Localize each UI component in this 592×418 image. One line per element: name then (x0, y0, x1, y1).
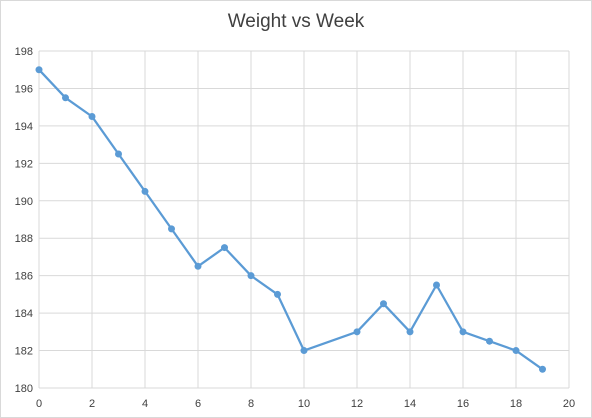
y-tick-label: 186 (15, 271, 33, 283)
x-tick-label: 16 (457, 398, 469, 410)
x-tick-label: 4 (142, 398, 148, 410)
x-tick-label: 10 (298, 398, 310, 410)
x-tick-label: 18 (510, 398, 522, 410)
data-point (539, 365, 546, 373)
chart-title: Weight vs Week (227, 11, 365, 32)
data-point (380, 300, 387, 308)
y-tick-label: 192 (15, 158, 33, 170)
series-line (38, 68, 544, 371)
data-point (300, 347, 308, 355)
data-point (247, 272, 255, 280)
x-tick-label: 8 (248, 398, 254, 410)
data-point (62, 94, 69, 102)
x-tick-label: 0 (36, 398, 42, 410)
data-point (512, 347, 520, 355)
data-point (433, 281, 440, 289)
y-tick-label: 196 (15, 83, 33, 95)
x-tick-label: 12 (351, 398, 363, 410)
y-tick-label: 190 (15, 196, 33, 208)
y-tick-label: 184 (15, 308, 33, 320)
data-point (115, 150, 122, 158)
y-tick-label: 182 (15, 346, 33, 358)
y-tick-label: 198 (15, 46, 33, 58)
data-point (459, 328, 467, 336)
data-point (168, 225, 175, 233)
y-tick-label: 188 (15, 233, 33, 245)
x-tick-label: 14 (404, 398, 416, 410)
data-point (141, 187, 149, 195)
data-point (35, 66, 43, 74)
data-point (353, 328, 361, 336)
x-tick-label: 2 (89, 398, 95, 410)
data-point (486, 337, 493, 345)
data-point (194, 262, 202, 270)
y-tick-label: 180 (15, 383, 33, 395)
data-point (221, 244, 228, 252)
x-tick-label: 20 (563, 398, 575, 410)
data-point (88, 113, 96, 121)
x-tick-label: 6 (195, 398, 201, 410)
data-point (274, 290, 281, 298)
data-point (406, 328, 414, 336)
y-tick-label: 194 (15, 121, 33, 133)
